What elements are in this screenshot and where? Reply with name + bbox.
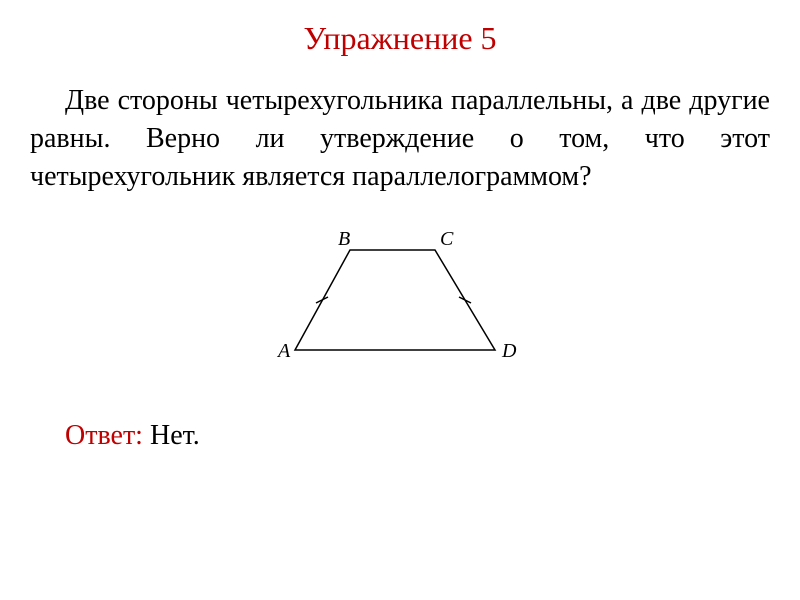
answer-line: Ответ: Нет. [30, 420, 770, 452]
exercise-title: Упражнение 5 [30, 20, 770, 57]
answer-text: Нет. [143, 420, 200, 451]
vertex-label-C: C [440, 228, 454, 250]
title-text: Упражнение 5 [303, 20, 496, 56]
figure-container: A B C D [30, 225, 770, 380]
answer-label: Ответ: [65, 420, 143, 451]
vertex-label-B: B [338, 228, 350, 250]
tick-mark-1 [459, 297, 471, 303]
vertex-label-D: D [501, 340, 517, 362]
vertex-label-A: A [276, 340, 291, 362]
question-text: Две стороны четырехугольника параллельны… [30, 82, 770, 195]
trapezoid-figure: A B C D [270, 225, 530, 380]
trapezoid-svg: A B C D [270, 225, 530, 375]
